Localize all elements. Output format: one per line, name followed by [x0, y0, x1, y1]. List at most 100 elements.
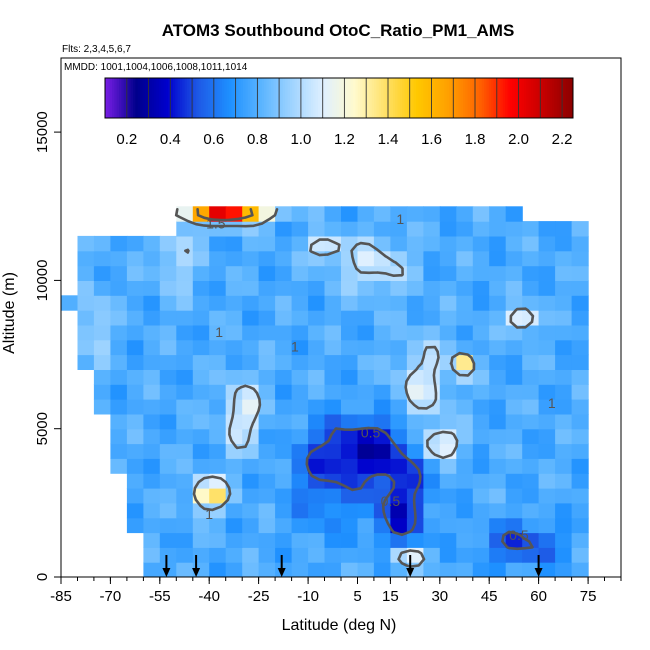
- heatmap-cell: [242, 502, 260, 519]
- heatmap-cell: [258, 443, 276, 459]
- heatmap-cell: [126, 235, 144, 252]
- colorbar-segment: [278, 78, 281, 118]
- colorbar-segment: [126, 78, 129, 118]
- heatmap-cell: [77, 235, 95, 252]
- heatmap-cell: [522, 502, 540, 519]
- heatmap-cell: [126, 339, 144, 356]
- heatmap-cell: [522, 458, 540, 474]
- heatmap-cell: [357, 310, 375, 326]
- heatmap-cell: [472, 265, 490, 281]
- heatmap-cell: [324, 443, 342, 459]
- colorbar-segment: [275, 78, 279, 118]
- heatmap-cell: [538, 250, 556, 267]
- heatmap-cell: [555, 384, 573, 400]
- colorbar-segment: [191, 78, 195, 118]
- heatmap-cell: [176, 517, 194, 534]
- heatmap-cell: [126, 443, 144, 459]
- heatmap-cell: [324, 384, 342, 400]
- heatmap-cell: [341, 295, 359, 311]
- heatmap-cell: [373, 235, 391, 252]
- heatmap-cell: [324, 310, 342, 326]
- heatmap-cell: [225, 532, 243, 548]
- x-tick-label: -70: [100, 588, 122, 605]
- heatmap-cell: [176, 295, 194, 311]
- heatmap-cell: [472, 369, 490, 385]
- colorbar-segment: [434, 78, 438, 118]
- heatmap-cell: [209, 399, 227, 415]
- colorbar-segment: [324, 78, 328, 118]
- heatmap-cell: [225, 250, 243, 267]
- colorbar-segment: [310, 78, 314, 118]
- heatmap-cell: [110, 235, 128, 252]
- heatmap-cell: [439, 265, 457, 281]
- colorbar-segment: [500, 78, 504, 118]
- heatmap-cell: [126, 324, 144, 341]
- colorbar-segment: [441, 78, 445, 118]
- colorbar-segment: [193, 78, 197, 118]
- colorbar-segment: [261, 78, 265, 118]
- heatmap-cell: [209, 310, 227, 326]
- heatmap-cell: [456, 339, 474, 356]
- heatmap-cell: [357, 458, 375, 474]
- heatmap-cell: [555, 295, 573, 311]
- heatmap-cell: [522, 295, 540, 311]
- flight-markers: [162, 555, 543, 577]
- heatmap-cell: [291, 250, 309, 267]
- colorbar-segment: [119, 78, 122, 118]
- heatmap-cell: [176, 562, 194, 577]
- heatmap-cell: [522, 250, 540, 267]
- heatmap-cell: [406, 443, 424, 459]
- heatmap-cell: [110, 280, 128, 296]
- heatmap-cell: [126, 354, 144, 370]
- heatmap-cell: [275, 399, 293, 415]
- heatmap-cell: [209, 206, 227, 222]
- heatmap-cell: [505, 443, 523, 459]
- dates-label: MMDD: 1001,1004,1006,1008,1011,1014: [64, 62, 248, 73]
- heatmap-cell: [192, 310, 210, 326]
- y-tick-label: 15000: [34, 111, 51, 153]
- heatmap-cell: [258, 532, 276, 548]
- heatmap-cell: [341, 488, 359, 504]
- heatmap-cell: [77, 354, 95, 370]
- colorbar-segment: [151, 78, 155, 118]
- colorbar-segment: [179, 78, 183, 118]
- colorbar-segment: [383, 78, 387, 118]
- heatmap-cell: [489, 339, 507, 356]
- heatmap-cell: [324, 295, 342, 311]
- heatmap-cell: [373, 310, 391, 326]
- colorbar-segment: [369, 78, 373, 118]
- heatmap-cell: [143, 562, 161, 577]
- colorbar-segment: [214, 78, 218, 118]
- heatmap-cell: [357, 324, 375, 341]
- heatmap-cell: [390, 221, 408, 237]
- heatmap-cell: [225, 562, 243, 577]
- colorbar-segment: [427, 78, 431, 118]
- heatmap-cell: [505, 488, 523, 504]
- heatmap-cell: [341, 354, 359, 370]
- heatmap-cell: [275, 428, 293, 445]
- heatmap-cell: [456, 443, 474, 459]
- heatmap-cell: [258, 339, 276, 356]
- heatmap-cell: [341, 339, 359, 356]
- colorbar-segment: [353, 78, 356, 118]
- heatmap-cell: [308, 399, 326, 415]
- chart-title: ATOM3 Southbound OtoC_Ratio_PM1_AMS: [162, 21, 515, 40]
- heatmap-cell: [538, 413, 556, 430]
- colorbar-segment: [186, 78, 190, 118]
- heatmap-cell: [439, 399, 457, 415]
- heatmap-cell: [456, 265, 474, 281]
- heatmap-cell: [341, 413, 359, 430]
- colorbar-segment: [519, 78, 523, 118]
- heatmap-cell: [489, 250, 507, 267]
- colorbar-segment: [130, 78, 134, 118]
- heatmap-cell: [291, 221, 309, 237]
- heatmap-cell: [341, 428, 359, 445]
- heatmap-cell: [176, 428, 194, 445]
- colorbar-segment: [432, 78, 436, 118]
- heatmap-cell: [489, 428, 507, 445]
- colorbar-segment: [561, 78, 565, 118]
- heatmap-cell: [439, 473, 457, 489]
- colorbar-segment: [463, 78, 466, 118]
- heatmap-cell: [291, 310, 309, 326]
- heatmap-cell: [110, 295, 128, 311]
